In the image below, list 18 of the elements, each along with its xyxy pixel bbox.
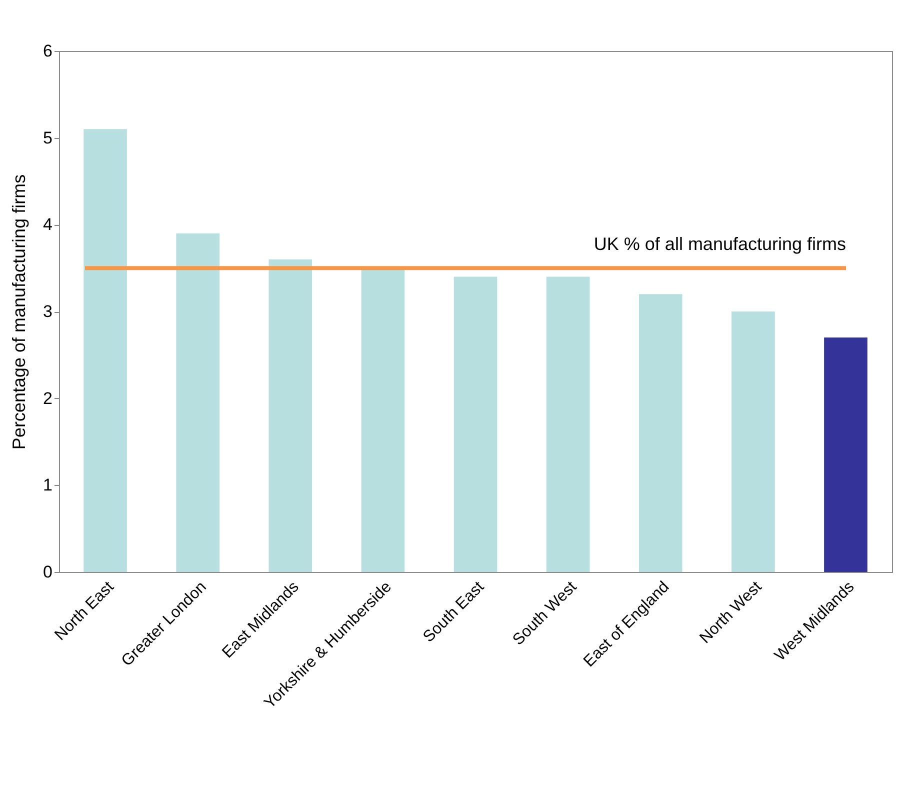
y-axis-title: Percentage of manufacturing firms xyxy=(9,174,30,450)
y-tick-label: 0 xyxy=(43,562,52,582)
bar xyxy=(454,276,498,572)
bar xyxy=(546,276,590,572)
bar xyxy=(268,259,312,572)
bar xyxy=(361,268,405,572)
bar xyxy=(824,338,868,572)
bar xyxy=(732,312,775,572)
bar xyxy=(84,129,127,572)
y-tick-label: 5 xyxy=(43,128,52,148)
y-tick-label: 6 xyxy=(43,42,52,60)
bar xyxy=(638,294,682,572)
bar xyxy=(176,233,220,572)
ref-line-label: UK % of all manufacturing firms xyxy=(594,234,846,254)
y-tick-label: 2 xyxy=(43,388,52,408)
y-tick-label: 4 xyxy=(43,215,52,234)
y-tick-label: 1 xyxy=(43,476,52,495)
y-tick-label: 3 xyxy=(43,302,52,321)
